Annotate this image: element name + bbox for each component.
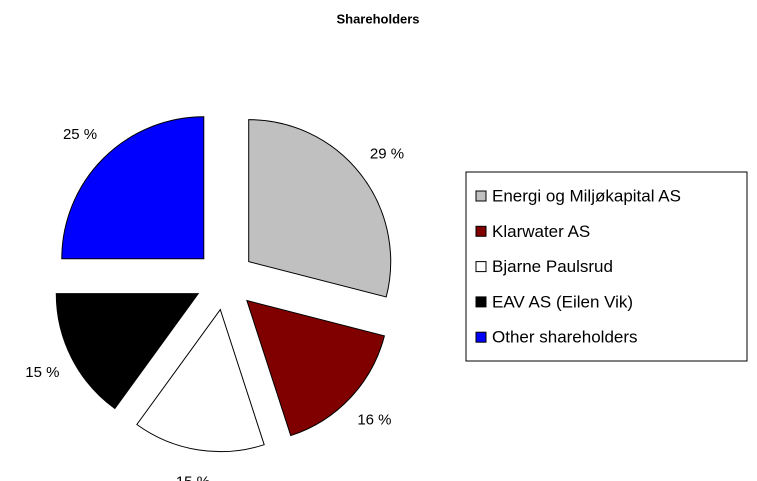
pie-slice [55, 293, 200, 410]
pie-slice [136, 308, 265, 453]
legend-box [465, 171, 748, 362]
legend-label: Bjarne Paulsrud [492, 257, 613, 276]
legend-label: Energi og Miljøkapital AS [492, 186, 681, 205]
legend-swatch [475, 190, 487, 202]
chart-title: Shareholders [336, 11, 419, 26]
legend-swatch [475, 331, 487, 343]
legend-label: EAV AS (Eilen Vik) [492, 292, 633, 311]
pie-slice [248, 119, 392, 298]
pie-slice [246, 299, 386, 437]
data-label: 15 % [176, 473, 210, 481]
data-label: 29 % [370, 145, 404, 162]
pie-slice [61, 116, 205, 260]
legend-swatch [475, 296, 487, 308]
data-label: 16 % [357, 411, 391, 428]
data-label: 15 % [25, 364, 59, 381]
legend-swatch [475, 225, 487, 237]
legend-label: Other shareholders [492, 328, 638, 347]
data-label: 25 % [63, 126, 97, 143]
legend-label: Klarwater AS [492, 222, 590, 241]
legend-swatch [475, 261, 487, 273]
